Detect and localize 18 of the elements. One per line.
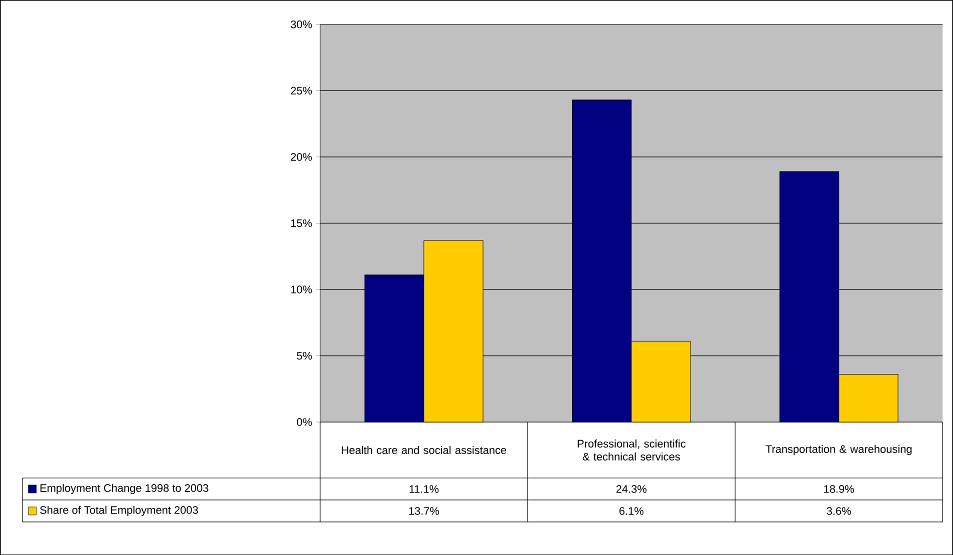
legend-label: Share of Total Employment 2003 xyxy=(40,506,198,516)
y-tick-label: 5% xyxy=(296,352,312,360)
data-label: 13.7% xyxy=(409,506,439,515)
data-label: 6.1% xyxy=(619,506,644,515)
data-label: 3.6% xyxy=(826,506,851,515)
legend-label: Employment Change 1998 to 2003 xyxy=(40,484,208,494)
y-tick-label: 25% xyxy=(290,86,312,94)
y-tick-label: 30% xyxy=(290,20,312,28)
data-label: 24.3% xyxy=(616,484,646,493)
data-label: 18.9% xyxy=(824,484,854,493)
y-tick-label: 0% xyxy=(296,418,312,426)
y-tick-label: 20% xyxy=(290,152,312,161)
x-tick-label: Transportation & warehousing xyxy=(766,444,912,455)
y-tick-label: 15% xyxy=(291,219,312,227)
y-tick-label: 10% xyxy=(291,285,312,294)
x-tick-label: Professional, scientific & technical services xyxy=(578,439,686,460)
x-tick-label: Health care and social assistance xyxy=(342,446,506,454)
data-label: 11.1% xyxy=(410,485,439,493)
